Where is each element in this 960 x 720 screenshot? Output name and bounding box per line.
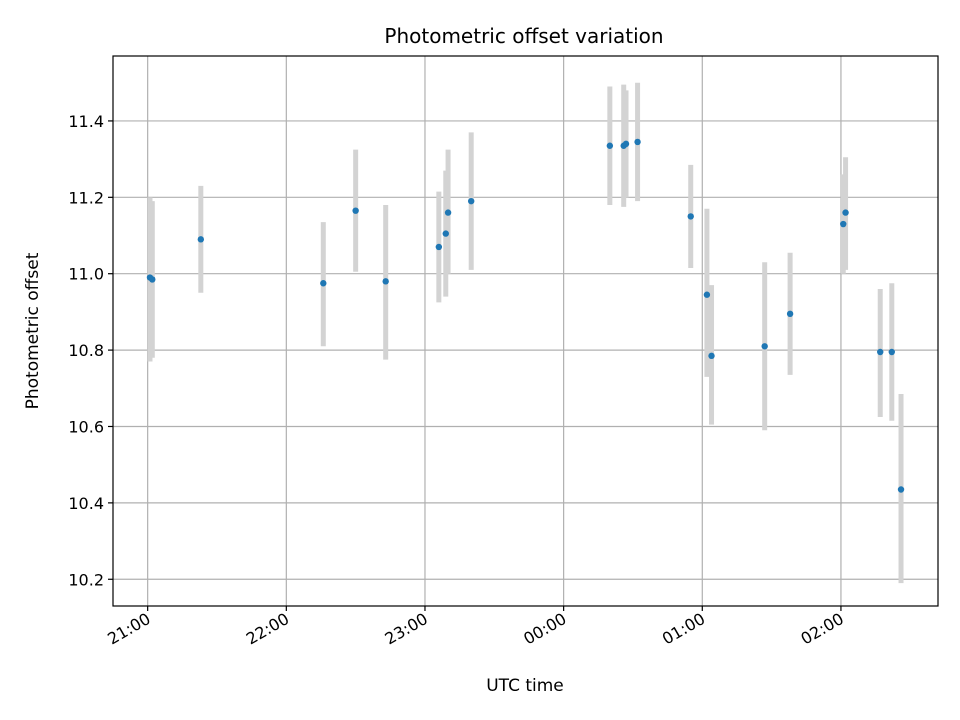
data-point <box>467 197 475 205</box>
y-tick-label: 11.0 <box>68 265 104 284</box>
data-point <box>888 348 895 356</box>
y-tick-label: 10.2 <box>68 570 104 589</box>
x-axis-label: UTC time <box>486 676 564 696</box>
x-axis-ticks: 21:00 22:00 23:00 00:00 01:00 02:00 <box>104 606 847 649</box>
data-point <box>320 280 327 287</box>
data-point <box>842 209 849 216</box>
data-points <box>146 138 905 493</box>
x-tick-label: 01:00 <box>659 609 708 649</box>
y-axis-label: Photometric offset <box>23 252 43 409</box>
chart-title: Photometric offset variation <box>384 24 663 48</box>
y-axis-ticks: 10.2 10.4 10.6 10.8 11.0 11.2 11.4 <box>68 112 113 589</box>
x-tick-label: 23:00 <box>382 609 431 649</box>
data-point <box>444 209 452 216</box>
error-bars <box>147 82 904 584</box>
data-point <box>197 236 205 243</box>
data-point <box>606 142 614 149</box>
y-tick-label: 10.4 <box>68 494 104 513</box>
data-point <box>703 291 711 298</box>
data-point <box>687 213 694 220</box>
data-point <box>708 352 715 360</box>
x-tick-label: 00:00 <box>520 609 569 649</box>
data-point <box>622 140 630 148</box>
y-tick-label: 11.4 <box>68 112 104 131</box>
data-point <box>149 276 156 283</box>
data-point <box>435 243 443 251</box>
data-point <box>897 486 905 493</box>
data-point <box>352 207 359 214</box>
x-tick-label: 22:00 <box>243 609 292 649</box>
data-point <box>877 348 884 356</box>
plot-frame <box>112 55 939 607</box>
data-point <box>840 220 847 228</box>
data-point <box>786 310 794 318</box>
data-point <box>761 343 768 350</box>
data-point <box>442 230 449 237</box>
y-tick-label: 10.6 <box>68 417 104 436</box>
grid <box>113 56 938 606</box>
x-tick-label: 02:00 <box>798 609 847 649</box>
x-tick-label: 21:00 <box>104 609 153 649</box>
data-point <box>634 138 641 146</box>
data-point <box>382 278 389 285</box>
y-tick-label: 11.2 <box>68 188 104 207</box>
y-tick-label: 10.8 <box>68 341 104 360</box>
